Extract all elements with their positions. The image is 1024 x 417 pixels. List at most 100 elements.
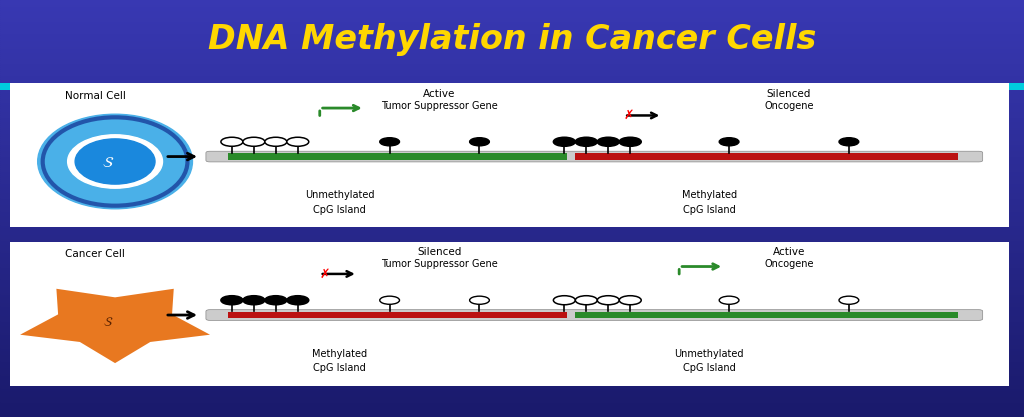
Circle shape xyxy=(265,137,287,146)
Bar xyxy=(0,6,1024,8)
Bar xyxy=(0,296,1024,298)
Bar xyxy=(0,4,1024,6)
Bar xyxy=(0,161,1024,163)
Bar xyxy=(0,398,1024,400)
Bar xyxy=(0,250,1024,252)
Text: ✗: ✗ xyxy=(624,109,635,122)
Text: DNA Methylation in Cancer Cells: DNA Methylation in Cancer Cells xyxy=(208,23,816,56)
Bar xyxy=(575,312,957,318)
Bar xyxy=(0,342,1024,344)
Bar xyxy=(0,142,1024,144)
Text: Tumor Suppressor Gene: Tumor Suppressor Gene xyxy=(381,101,498,111)
Bar xyxy=(0,367,1024,369)
Circle shape xyxy=(470,138,489,146)
Bar xyxy=(0,175,1024,177)
Text: Normal Cell: Normal Cell xyxy=(66,91,126,101)
Bar xyxy=(0,144,1024,146)
Bar xyxy=(0,67,1024,69)
Bar xyxy=(0,165,1024,167)
Bar xyxy=(0,108,1024,111)
Bar xyxy=(0,415,1024,417)
Bar xyxy=(0,88,1024,90)
Bar xyxy=(0,167,1024,169)
Bar xyxy=(0,52,1024,54)
Bar xyxy=(0,319,1024,321)
Bar xyxy=(0,10,1024,13)
Bar xyxy=(0,313,1024,315)
Bar xyxy=(0,42,1024,44)
Circle shape xyxy=(575,137,597,146)
Circle shape xyxy=(719,296,739,304)
Bar xyxy=(0,346,1024,348)
Bar xyxy=(0,338,1024,340)
Bar xyxy=(0,254,1024,256)
Bar xyxy=(0,234,1024,236)
Circle shape xyxy=(839,138,859,146)
Bar xyxy=(0,100,1024,102)
Bar xyxy=(0,332,1024,334)
Bar xyxy=(0,281,1024,284)
Bar xyxy=(0,46,1024,48)
Bar xyxy=(228,312,567,318)
Bar xyxy=(0,27,1024,29)
Text: CpG Island: CpG Island xyxy=(683,364,735,374)
Bar xyxy=(0,119,1024,121)
Bar xyxy=(0,65,1024,67)
Bar xyxy=(0,294,1024,296)
Bar xyxy=(0,413,1024,415)
Bar xyxy=(0,123,1024,125)
Bar xyxy=(0,96,1024,98)
Bar xyxy=(0,181,1024,183)
Bar xyxy=(0,111,1024,113)
Bar xyxy=(0,259,1024,261)
Text: Unmethylated: Unmethylated xyxy=(675,349,743,359)
Circle shape xyxy=(719,138,739,146)
FancyBboxPatch shape xyxy=(7,241,1012,387)
Bar xyxy=(0,206,1024,208)
Bar xyxy=(0,240,1024,242)
Bar xyxy=(0,263,1024,265)
Circle shape xyxy=(380,138,399,146)
Bar xyxy=(0,238,1024,240)
Bar xyxy=(0,213,1024,215)
Bar xyxy=(0,194,1024,196)
Bar xyxy=(0,219,1024,221)
Bar xyxy=(0,183,1024,186)
Bar xyxy=(0,298,1024,300)
Bar xyxy=(0,300,1024,302)
Bar xyxy=(0,361,1024,363)
Bar xyxy=(0,198,1024,200)
Bar xyxy=(0,382,1024,384)
Circle shape xyxy=(597,137,620,146)
Bar xyxy=(0,171,1024,173)
Bar xyxy=(0,402,1024,404)
Circle shape xyxy=(597,296,620,305)
Bar xyxy=(0,196,1024,198)
Circle shape xyxy=(470,296,489,304)
Bar xyxy=(0,359,1024,361)
Bar xyxy=(0,158,1024,161)
Bar xyxy=(0,350,1024,352)
Bar xyxy=(0,133,1024,136)
Bar xyxy=(0,98,1024,100)
Bar xyxy=(0,152,1024,154)
Bar xyxy=(0,371,1024,373)
Ellipse shape xyxy=(68,135,163,188)
Bar xyxy=(0,48,1024,50)
Bar xyxy=(0,271,1024,273)
Circle shape xyxy=(620,137,641,146)
Text: CpG Island: CpG Island xyxy=(683,205,735,215)
Bar xyxy=(0,148,1024,150)
Bar xyxy=(0,115,1024,117)
Bar xyxy=(0,35,1024,38)
Bar xyxy=(0,21,1024,23)
Bar xyxy=(0,336,1024,338)
Bar xyxy=(0,71,1024,73)
Bar xyxy=(0,323,1024,325)
Bar xyxy=(0,388,1024,390)
Bar xyxy=(0,327,1024,329)
Text: Cancer Cell: Cancer Cell xyxy=(66,249,125,259)
Bar xyxy=(0,50,1024,52)
Bar xyxy=(0,229,1024,231)
Text: Methylated: Methylated xyxy=(682,190,736,200)
